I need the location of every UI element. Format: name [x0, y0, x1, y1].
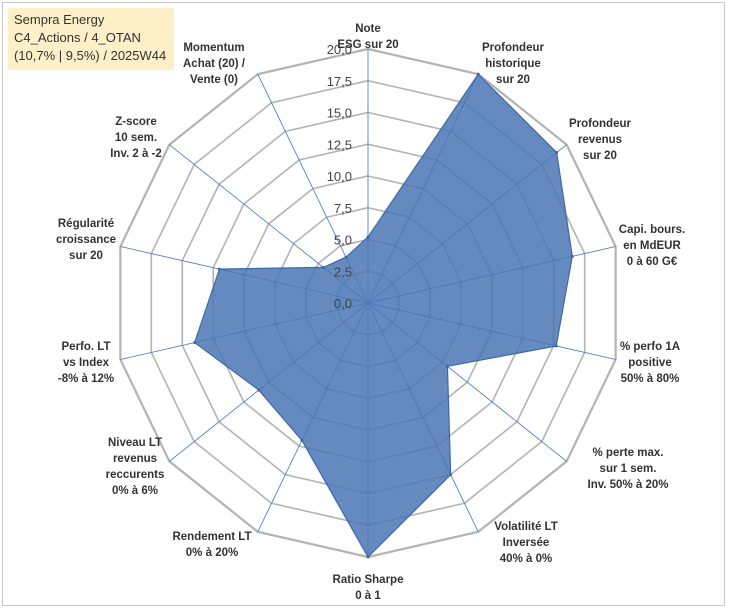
- axis-label: 0% à 6%: [112, 485, 158, 497]
- radar-series: [193, 72, 574, 559]
- axis-label: Achat (20) /: [183, 58, 246, 70]
- data-point: [217, 267, 221, 271]
- data-point: [366, 235, 370, 239]
- axis-label: Régularité: [58, 218, 114, 230]
- data-point: [555, 151, 559, 155]
- series-area: [193, 73, 573, 558]
- axis-label: croissance: [56, 234, 116, 246]
- tick-label: 12,5: [327, 137, 352, 152]
- axis-label: Z-score: [115, 116, 157, 128]
- axis-label: sur 20: [69, 250, 103, 262]
- axis-label: Vente (0): [190, 74, 238, 86]
- axis-label: Volatilité LT: [494, 521, 557, 533]
- tick-label: 17,5: [327, 74, 352, 89]
- axis-label: 0 à 60 G€: [627, 256, 678, 268]
- axis-label: sur 1 sem.: [600, 463, 657, 475]
- axis-label: Profondeur: [482, 42, 544, 54]
- tick-label: 2,5: [334, 264, 352, 279]
- tick-label: 10,0: [327, 169, 352, 184]
- axis-label: reccurents: [106, 469, 165, 481]
- data-point: [449, 473, 453, 477]
- axis-label: Inv. 50% à 20%: [588, 479, 669, 491]
- axis-label: 50% à 80%: [621, 373, 680, 385]
- data-point: [476, 72, 480, 76]
- axis-label: Momentum: [183, 42, 244, 54]
- axis-label: revenus: [578, 134, 622, 146]
- axis-label: Ratio Sharpe: [333, 574, 404, 586]
- axis-label: sur 20: [583, 150, 617, 162]
- data-point: [366, 555, 370, 559]
- data-point: [257, 388, 261, 392]
- axis-label: -8% à 12%: [58, 373, 114, 385]
- axis-label: 40% à 0%: [500, 553, 552, 565]
- tick-label: 15,0: [327, 106, 352, 121]
- axis-label: Note: [355, 23, 381, 35]
- axis-label: Rendement LT: [172, 531, 251, 543]
- axis-label: 0% à 20%: [186, 547, 238, 559]
- data-point: [554, 344, 558, 348]
- data-point: [193, 341, 197, 345]
- axis-label: historique: [485, 58, 541, 70]
- axis-label: vs Index: [63, 357, 110, 369]
- radar-tick-labels: 0,0 2,5 5,0 7,5 10,0 12,5 15,0 17,5 20,0: [327, 42, 352, 311]
- data-point: [445, 364, 449, 368]
- data-point: [321, 265, 325, 269]
- axis-label: Profondeur: [569, 118, 631, 130]
- axis-label: ESG sur 20: [337, 39, 398, 51]
- chart-title-line-1: Sempra Energy: [14, 12, 105, 27]
- axis-label: revenus: [113, 453, 157, 465]
- axis-label: 0 à 1: [355, 590, 381, 602]
- axis-label: Capi. bours.: [619, 224, 685, 236]
- chart-title-line-2: C4_Actions / 4_OTAN: [14, 30, 141, 45]
- tick-label: 7,5: [334, 201, 352, 216]
- tick-label: 5,0: [334, 233, 352, 248]
- tick-label: 20,0: [327, 42, 352, 57]
- data-point: [300, 438, 304, 442]
- axis-label: Inv. 2 à -2: [110, 148, 162, 160]
- axis-label: % perfo 1A: [620, 341, 680, 353]
- axis-label: en MdEUR: [623, 240, 681, 252]
- axis-label: positive: [628, 357, 671, 369]
- data-point: [344, 255, 348, 259]
- chart-title-box: Sempra Energy C4_Actions / 4_OTAN (10,7%…: [8, 8, 174, 70]
- axis-label: Niveau LT: [108, 437, 162, 449]
- axis-label: sur 20: [496, 74, 530, 86]
- axis-label: Perfo. LT: [62, 341, 111, 353]
- axis-label: 10 sem.: [115, 132, 157, 144]
- radar-axis-labels: Note ESG sur 20 Profondeur historique sur 20…: [56, 23, 685, 602]
- axis-label: Inversée: [503, 537, 550, 549]
- chart-title-line-3: (10,7% | 9,5%) / 2025W44: [14, 48, 167, 63]
- axis-label: % perte max.: [593, 447, 664, 459]
- tick-label: 0,0: [334, 296, 352, 311]
- data-point: [570, 254, 574, 258]
